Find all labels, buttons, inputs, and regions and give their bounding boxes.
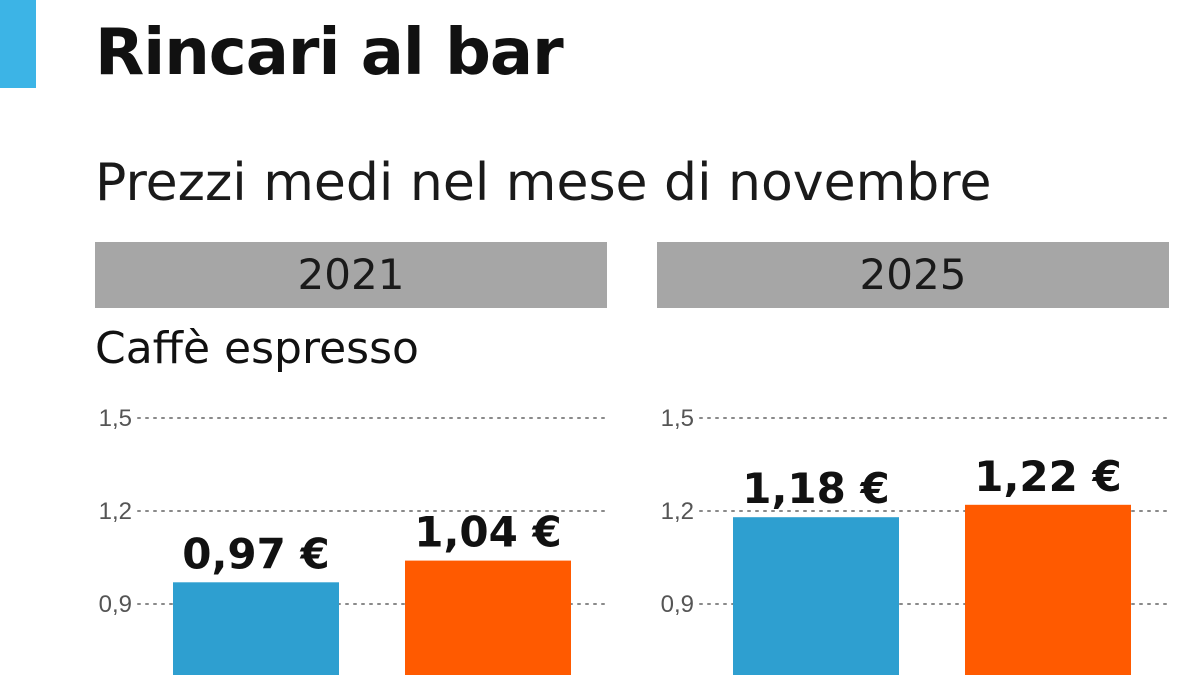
bar-value-label-2025-1: 1,22 € — [974, 452, 1121, 501]
y-tick-label-2021-1: 1,2 — [99, 498, 132, 525]
y-tick-label-2021-0: 1,5 — [99, 405, 132, 432]
bar-2025-1 — [965, 504, 1131, 675]
accent-bar — [0, 0, 36, 88]
bar-value-label-2025-0: 1,18 € — [742, 464, 889, 513]
y-tick-label-2021-2: 0,9 — [99, 591, 132, 618]
year-band-2025: 2025 — [657, 242, 1169, 308]
bar-value-label-2021-0: 0,97 € — [182, 529, 329, 578]
bar-2021-0 — [173, 582, 339, 675]
y-tick-label-2025-2: 0,9 — [661, 591, 694, 618]
bar-2021-1 — [405, 560, 571, 675]
chart-title: Rincari al bar — [95, 16, 564, 90]
y-tick-label-2025-1: 1,2 — [661, 498, 694, 525]
section-label-caffe-espresso: Caffè espresso — [95, 323, 419, 374]
chart-subtitle: Prezzi medi nel mese di novembre — [95, 153, 992, 213]
year-band-2021: 2021 — [95, 242, 607, 308]
y-tick-label-2025-0: 1,5 — [661, 405, 694, 432]
bar-2025-0 — [733, 517, 899, 675]
bar-value-label-2021-1: 1,04 € — [414, 508, 561, 557]
